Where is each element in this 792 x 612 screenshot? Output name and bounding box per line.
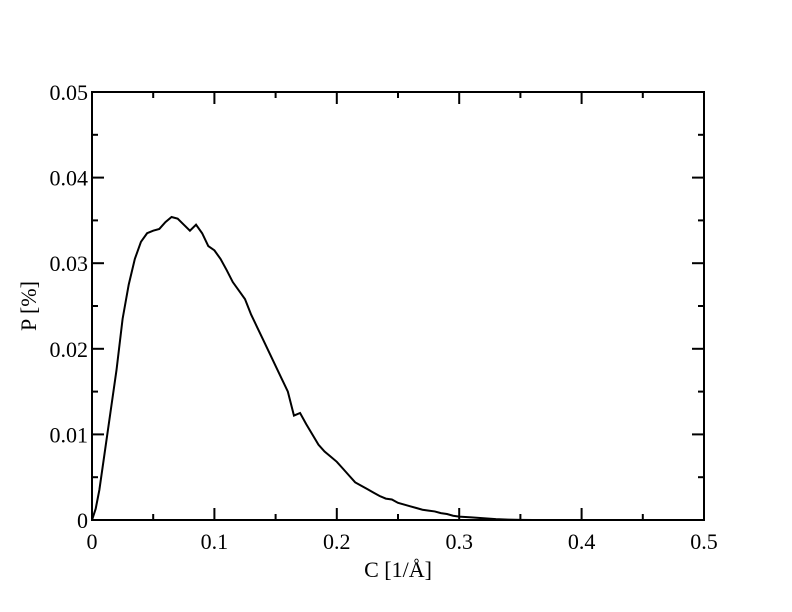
x-tick-label: 0.3 — [445, 529, 473, 554]
plot-frame — [91, 91, 705, 521]
series-line — [91, 215, 533, 521]
y-tick-label: 0.05 — [50, 80, 89, 105]
y-tick-label: 0 — [77, 508, 88, 533]
x-tick-label: 0.4 — [568, 529, 596, 554]
x-tick-label: 0.1 — [201, 529, 229, 554]
x-tick-label: 0 — [87, 529, 98, 554]
y-tick-label: 0.03 — [50, 251, 89, 276]
y-tick-label: 0.04 — [50, 166, 89, 191]
y-tick-label: 0.01 — [50, 422, 89, 447]
x-tick-label: 0.5 — [690, 529, 718, 554]
x-axis-title: C [1/Å] — [364, 557, 432, 582]
y-tick-label: 0.02 — [50, 337, 89, 362]
tick-labels: 0 0.1 0.2 0.3 0.4 0.5 0 0.01 0.02 0.03 0.04 0.05 — [50, 80, 718, 554]
x-tick-label: 0.2 — [323, 529, 351, 554]
y-axis-title: P [%] — [16, 281, 41, 331]
